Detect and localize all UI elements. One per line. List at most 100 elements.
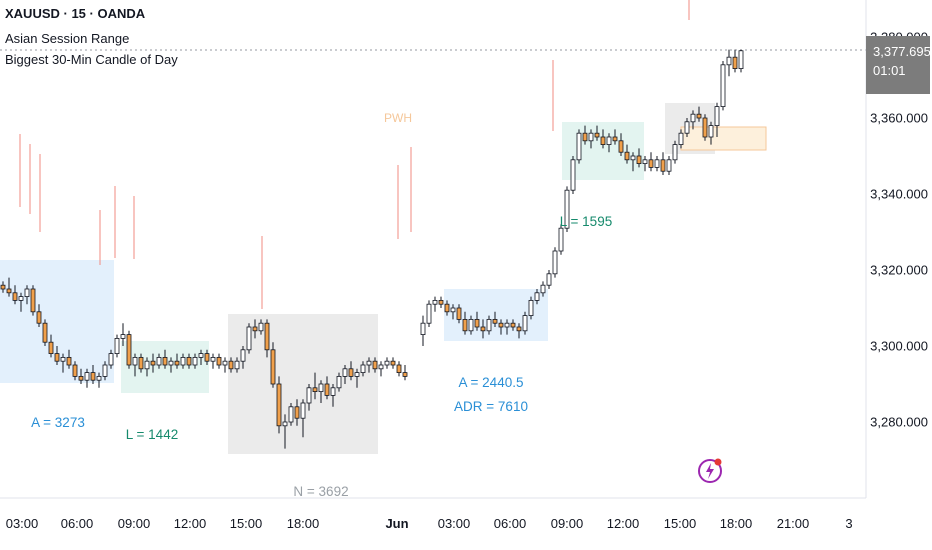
candle-body	[162, 356, 168, 366]
candle-body	[540, 284, 546, 294]
candle-body	[582, 132, 588, 142]
chart-legend: XAUUSD · 15 · OANDA Asian Session Range …	[5, 0, 178, 70]
candle-body	[168, 360, 174, 366]
candle-body	[696, 113, 702, 119]
candle-body	[306, 387, 312, 404]
candle-body	[552, 250, 558, 275]
annotation-a-left: A = 3273	[31, 415, 85, 430]
indicator-asian-session-range[interactable]: Asian Session Range	[5, 31, 130, 46]
candle-body	[246, 326, 252, 351]
candle-body	[6, 288, 12, 294]
candle-body	[108, 353, 114, 366]
candle-body	[210, 356, 216, 362]
candle-body	[66, 356, 72, 366]
candle-body	[612, 136, 618, 142]
annotation-pwh: PWH	[384, 111, 412, 125]
time-axis-label: 12:00	[173, 516, 207, 531]
candle-body	[684, 121, 690, 134]
candle-body	[576, 132, 582, 161]
candle-body	[420, 322, 426, 336]
candle-body	[384, 360, 390, 366]
candle-body	[120, 334, 126, 339]
indicator-biggest-30min-candle[interactable]: Biggest 30-Min Candle of Day	[5, 52, 178, 67]
candle-body	[402, 372, 408, 377]
candle-body	[54, 353, 60, 362]
time-axis-label: 15:00	[229, 516, 263, 531]
candle-body	[102, 364, 108, 377]
candle-body	[360, 364, 366, 373]
candle-body	[252, 326, 258, 332]
candle-body	[78, 375, 84, 381]
candle-body	[522, 315, 528, 332]
candle-body	[48, 341, 54, 355]
candle-body	[294, 406, 300, 419]
candle-body	[264, 322, 270, 351]
price-axis-label: 3,300.000	[870, 338, 928, 354]
time-axis-label: 06:00	[493, 516, 527, 531]
candle-body	[216, 356, 222, 366]
candle-body	[720, 64, 726, 108]
candle-body	[204, 353, 210, 362]
candle-body	[510, 322, 516, 328]
candle-body	[726, 56, 732, 66]
candle-body	[0, 284, 6, 290]
candle-body	[474, 318, 480, 328]
candle-body	[144, 360, 150, 370]
annotation-l-left: L = 1442	[125, 427, 179, 442]
candle-body	[648, 159, 654, 168]
candle-body	[192, 356, 198, 366]
candle-body	[426, 303, 432, 324]
candle-body	[318, 383, 324, 392]
candle-body	[282, 421, 288, 427]
candles	[0, 49, 744, 449]
candle-body	[606, 136, 612, 145]
grid	[0, 0, 867, 499]
pwh-box	[681, 127, 766, 150]
bar-countdown: 01:01	[873, 63, 906, 78]
candle-body	[504, 322, 510, 328]
candle-body	[588, 132, 594, 142]
time-axis-label: 09:00	[117, 516, 151, 531]
time-axis-label: 03:00	[437, 516, 471, 531]
candle-body	[36, 311, 42, 324]
candle-body	[42, 322, 48, 343]
candle-body	[492, 318, 498, 324]
time-axis-label: 15:00	[663, 516, 697, 531]
last-price-badge: 3,377.695 01:01	[866, 36, 931, 94]
time-axis-label-day: Jun	[385, 516, 409, 531]
annotation-a-mid: A = 2440.5	[458, 375, 524, 390]
candle-body	[600, 136, 606, 145]
candle-body	[498, 322, 504, 328]
time-axis-label: 09:00	[550, 516, 584, 531]
candle-body	[60, 356, 66, 362]
candle-body	[630, 155, 636, 161]
candle-body	[312, 387, 318, 392]
candle-body	[666, 159, 672, 172]
price-axis-label: 3,340.000	[870, 186, 928, 202]
candle-body	[732, 56, 738, 70]
candle-body	[690, 113, 696, 123]
candle-body	[18, 296, 24, 301]
candle-body	[348, 368, 354, 377]
candle-body	[270, 349, 276, 385]
price-axis-label: 3,280.000	[870, 414, 928, 430]
candle-body	[708, 125, 714, 138]
candle-body	[336, 375, 342, 389]
symbol-title[interactable]: XAUUSD · 15 · OANDA	[5, 6, 146, 21]
time-axis-label: 03:00	[5, 516, 39, 531]
candle-body	[456, 307, 462, 320]
candle-body	[594, 132, 600, 138]
candle-body	[642, 159, 648, 165]
candle-body	[570, 159, 576, 191]
candle-body	[258, 322, 264, 332]
annotation-adr: ADR = 7610	[454, 399, 528, 414]
candle-body	[138, 356, 144, 370]
candle-body	[480, 326, 486, 332]
candle-body	[372, 360, 378, 370]
candle-body	[516, 326, 522, 332]
candle-body	[444, 303, 450, 313]
candle-body	[156, 356, 162, 366]
candle-body	[330, 387, 336, 396]
lightning-flash-icon[interactable]	[697, 455, 727, 485]
